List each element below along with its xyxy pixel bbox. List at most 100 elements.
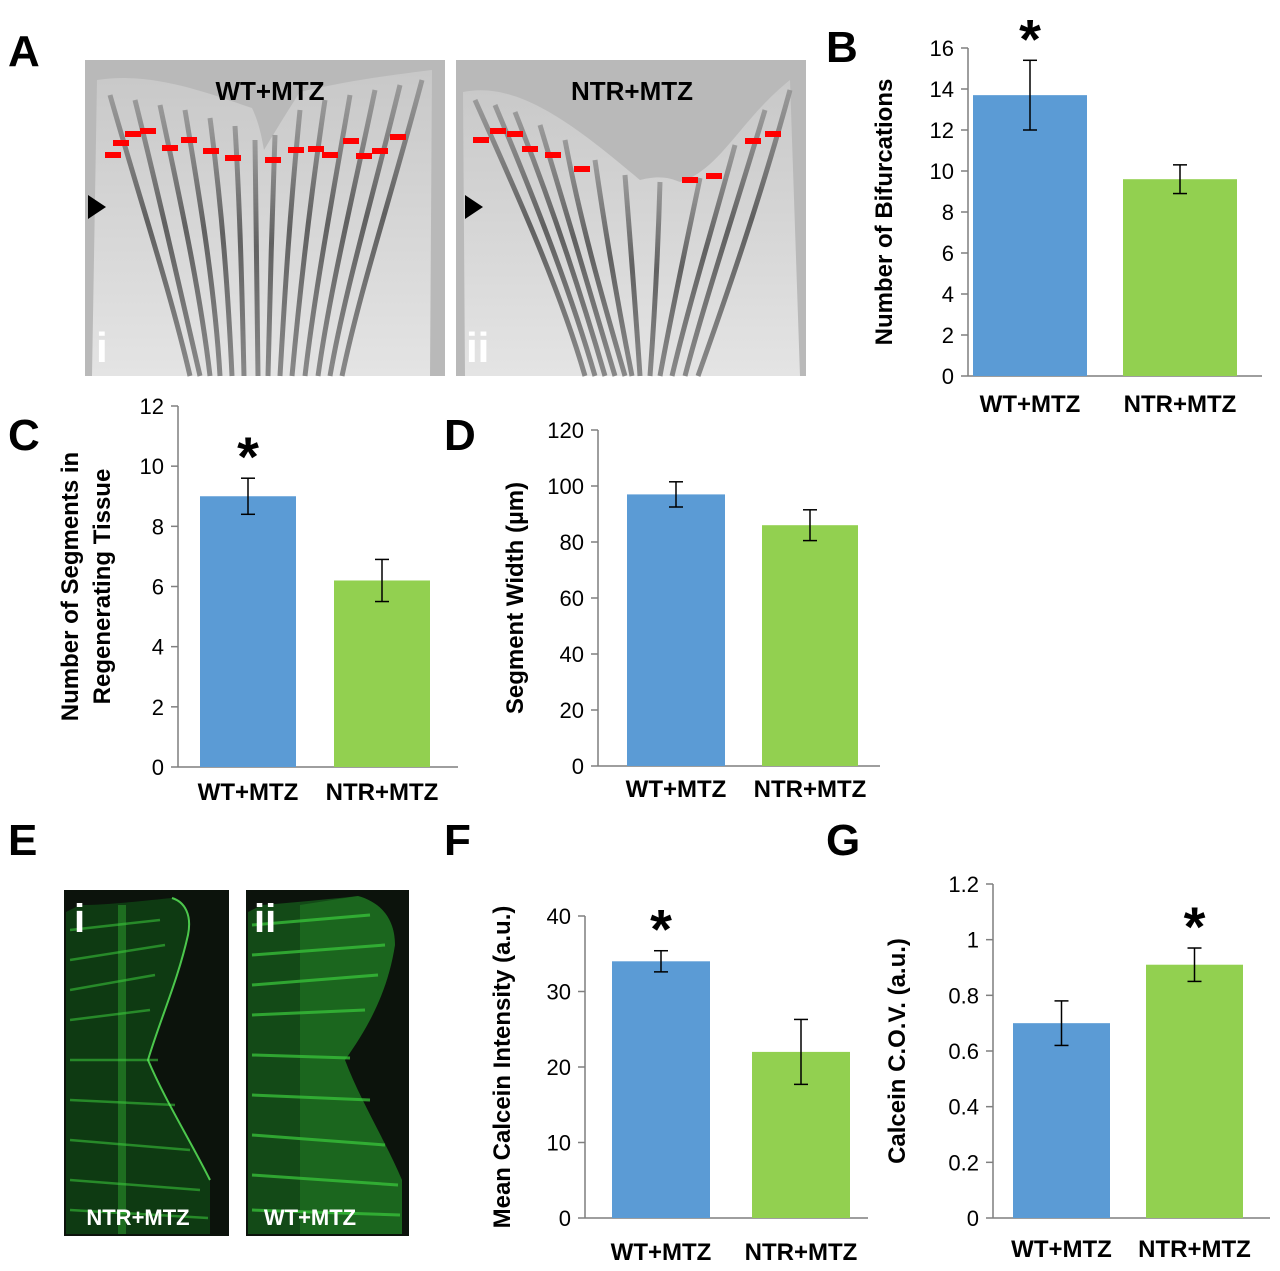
y-tick-label: 1.2 (948, 872, 979, 897)
y-tick-label: 1 (967, 928, 979, 953)
chart-b: B 0 2 4 6 8 10 12 14 16 * WT+MTZ NTR+MTZ Number of Bi… (826, 7, 1262, 418)
y-tick-label: 10 (140, 454, 164, 479)
regenerate-glow (300, 896, 402, 1234)
image-label: NTR+MTZ (571, 76, 693, 106)
y-tick-label: 12 (140, 394, 164, 419)
y-tick-label: 0 (572, 754, 584, 779)
fin-rays (107, 79, 425, 377)
panel-e-letter: E (8, 816, 37, 865)
y-axis-label: Calcein C.O.V. (a.u.) (884, 938, 911, 1164)
y-tick-label: 0.4 (948, 1095, 979, 1120)
image-label: WT+MTZ (264, 1205, 356, 1230)
image-roman-numeral: ii (466, 324, 489, 371)
significance-asterisk: * (1019, 7, 1041, 70)
panel-letter: F (444, 816, 471, 865)
fin-margin (146, 897, 211, 1181)
category-label: NTR+MTZ (754, 776, 867, 803)
y-tick-label: 6 (152, 575, 164, 600)
category-label: NTR+MTZ (326, 779, 439, 806)
chart-c: C 0 2 4 6 8 10 12 * WT+MTZ NTR+MTZ Number of Segmen… (8, 394, 458, 806)
y-tick-label: 12 (930, 118, 954, 143)
panel-a-letter: A (8, 27, 40, 76)
y-tick-label: 14 (930, 77, 954, 102)
calcein-rays (69, 918, 209, 1220)
bifurcation-markers (473, 128, 781, 183)
y-tick-label: 4 (942, 282, 954, 307)
y-tick-label: 0 (559, 1206, 571, 1231)
significance-asterisk: * (237, 425, 259, 488)
y-tick-label: 16 (930, 36, 954, 61)
image-roman-numeral: i (96, 324, 108, 371)
y-tick-label: 100 (547, 474, 584, 499)
y-tick-label: 6 (942, 241, 954, 266)
arrowhead-icon (88, 195, 106, 219)
category-label: WT+MTZ (611, 1239, 712, 1266)
y-tick-label: 80 (560, 530, 584, 555)
y-tick-label: 8 (942, 200, 954, 225)
y-tick-label: 10 (547, 1131, 571, 1156)
y-tick-label: 120 (547, 418, 584, 443)
bar-ntr-mtz (1123, 179, 1237, 376)
y-tick-label: 0 (152, 755, 164, 780)
y-tick-label: 8 (152, 514, 164, 539)
category-label: NTR+MTZ (1138, 1236, 1251, 1263)
calcein-rays (251, 913, 401, 1217)
bar-wt-mtz (612, 961, 710, 1218)
panel-a-image-ii: NTR+MTZ ii (456, 60, 806, 377)
chart-d: D 0 20 40 60 80 100 120 WT+MTZ NTR+MTZ Segment Wid… (444, 411, 880, 803)
chart-g: G 0 0.2 0.4 0.6 0.8 1 1.2 WT+MTZ * NTR+MTZ Calcein … (826, 816, 1270, 1263)
image-label: WT+MTZ (215, 76, 324, 106)
category-label: NTR+MTZ (745, 1239, 858, 1266)
bar-ntr-mtz (334, 580, 430, 767)
y-tick-label: 0.2 (948, 1150, 979, 1175)
y-tick-label: 20 (547, 1055, 571, 1080)
significance-asterisk: * (1184, 895, 1206, 958)
y-tick-label: 4 (152, 635, 164, 660)
bar-wt-mtz (200, 496, 296, 767)
y-axis-label: Number of Segments in (57, 452, 84, 721)
y-tick-label: 0.6 (948, 1039, 979, 1064)
image-roman-numeral: i (74, 897, 85, 941)
category-label: WT+MTZ (980, 391, 1081, 418)
panel-e: E i NTR+MTZ (8, 816, 409, 1236)
y-axis-label: Mean Calcein Intensity (a.u.) (489, 906, 516, 1229)
chart-f: F 0 10 20 30 40 * WT+MTZ NTR+MTZ Mean Calcein Int… (444, 816, 868, 1266)
category-label: WT+MTZ (626, 776, 727, 803)
y-axis-label: Segment Width (µm) (502, 482, 529, 714)
fluorescent-fin (248, 896, 402, 1234)
panel-e-image-i: i NTR+MTZ (64, 890, 229, 1236)
bar-wt-mtz (973, 95, 1087, 377)
y-axis-label: Regenerating Tissue (89, 469, 116, 705)
category-label: WT+MTZ (198, 779, 299, 806)
y-tick-label: 60 (560, 586, 584, 611)
bar-ntr-mtz (762, 525, 858, 766)
y-tick-label: 30 (547, 980, 571, 1005)
y-tick-label: 0.8 (948, 983, 979, 1008)
arrowhead-icon (465, 195, 483, 219)
bar-ntr-mtz (1146, 964, 1243, 1218)
category-label: NTR+MTZ (1124, 391, 1237, 418)
panel-letter: B (826, 23, 858, 72)
y-tick-label: 2 (942, 323, 954, 348)
y-tick-label: 40 (547, 904, 571, 929)
bar-wt-mtz (1013, 1023, 1110, 1218)
panel-e-image-ii: ii WT+MTZ (246, 890, 409, 1236)
y-tick-label: 10 (930, 159, 954, 184)
panel-a-image-i: WT+MTZ i (85, 60, 445, 377)
panel-letter: G (826, 816, 860, 865)
panel-letter: D (444, 411, 476, 460)
y-tick-label: 0 (967, 1206, 979, 1231)
image-label: NTR+MTZ (86, 1205, 189, 1230)
significance-asterisk: * (650, 898, 672, 961)
category-label: WT+MTZ (1011, 1236, 1112, 1263)
panel-a: A (8, 27, 806, 377)
y-tick-label: 20 (560, 698, 584, 723)
panel-letter: C (8, 411, 40, 460)
bifurcation-markers (105, 128, 406, 163)
y-axis-label: Number of Bifurcations (871, 79, 898, 346)
image-roman-numeral: ii (254, 897, 276, 941)
bar-wt-mtz (627, 494, 725, 766)
y-tick-label: 0 (942, 364, 954, 389)
y-tick-label: 40 (560, 642, 584, 667)
